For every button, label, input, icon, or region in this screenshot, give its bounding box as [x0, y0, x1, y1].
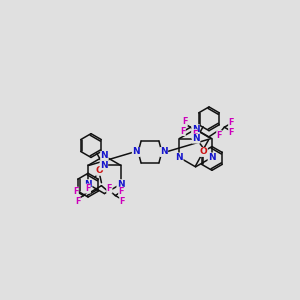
Text: N: N	[100, 161, 108, 170]
Text: F: F	[229, 118, 234, 127]
Text: N: N	[132, 148, 140, 157]
Text: F: F	[107, 184, 112, 193]
Text: N: N	[192, 134, 200, 143]
Text: N: N	[208, 153, 216, 162]
Text: N: N	[117, 180, 124, 189]
Text: O: O	[96, 166, 103, 175]
Text: N: N	[100, 152, 108, 160]
Text: F: F	[120, 197, 125, 206]
Text: F: F	[192, 130, 197, 139]
Text: F: F	[75, 197, 80, 206]
Text: F: F	[182, 117, 188, 126]
Text: F: F	[73, 187, 78, 196]
Text: F: F	[180, 127, 185, 136]
Text: F: F	[118, 187, 124, 196]
Text: F: F	[229, 128, 234, 137]
Text: F: F	[217, 130, 222, 140]
Text: F: F	[85, 184, 90, 193]
Text: N: N	[84, 180, 92, 189]
Text: N: N	[176, 153, 183, 162]
Text: O: O	[200, 148, 207, 157]
Text: N: N	[160, 148, 168, 157]
Text: N: N	[192, 125, 200, 134]
